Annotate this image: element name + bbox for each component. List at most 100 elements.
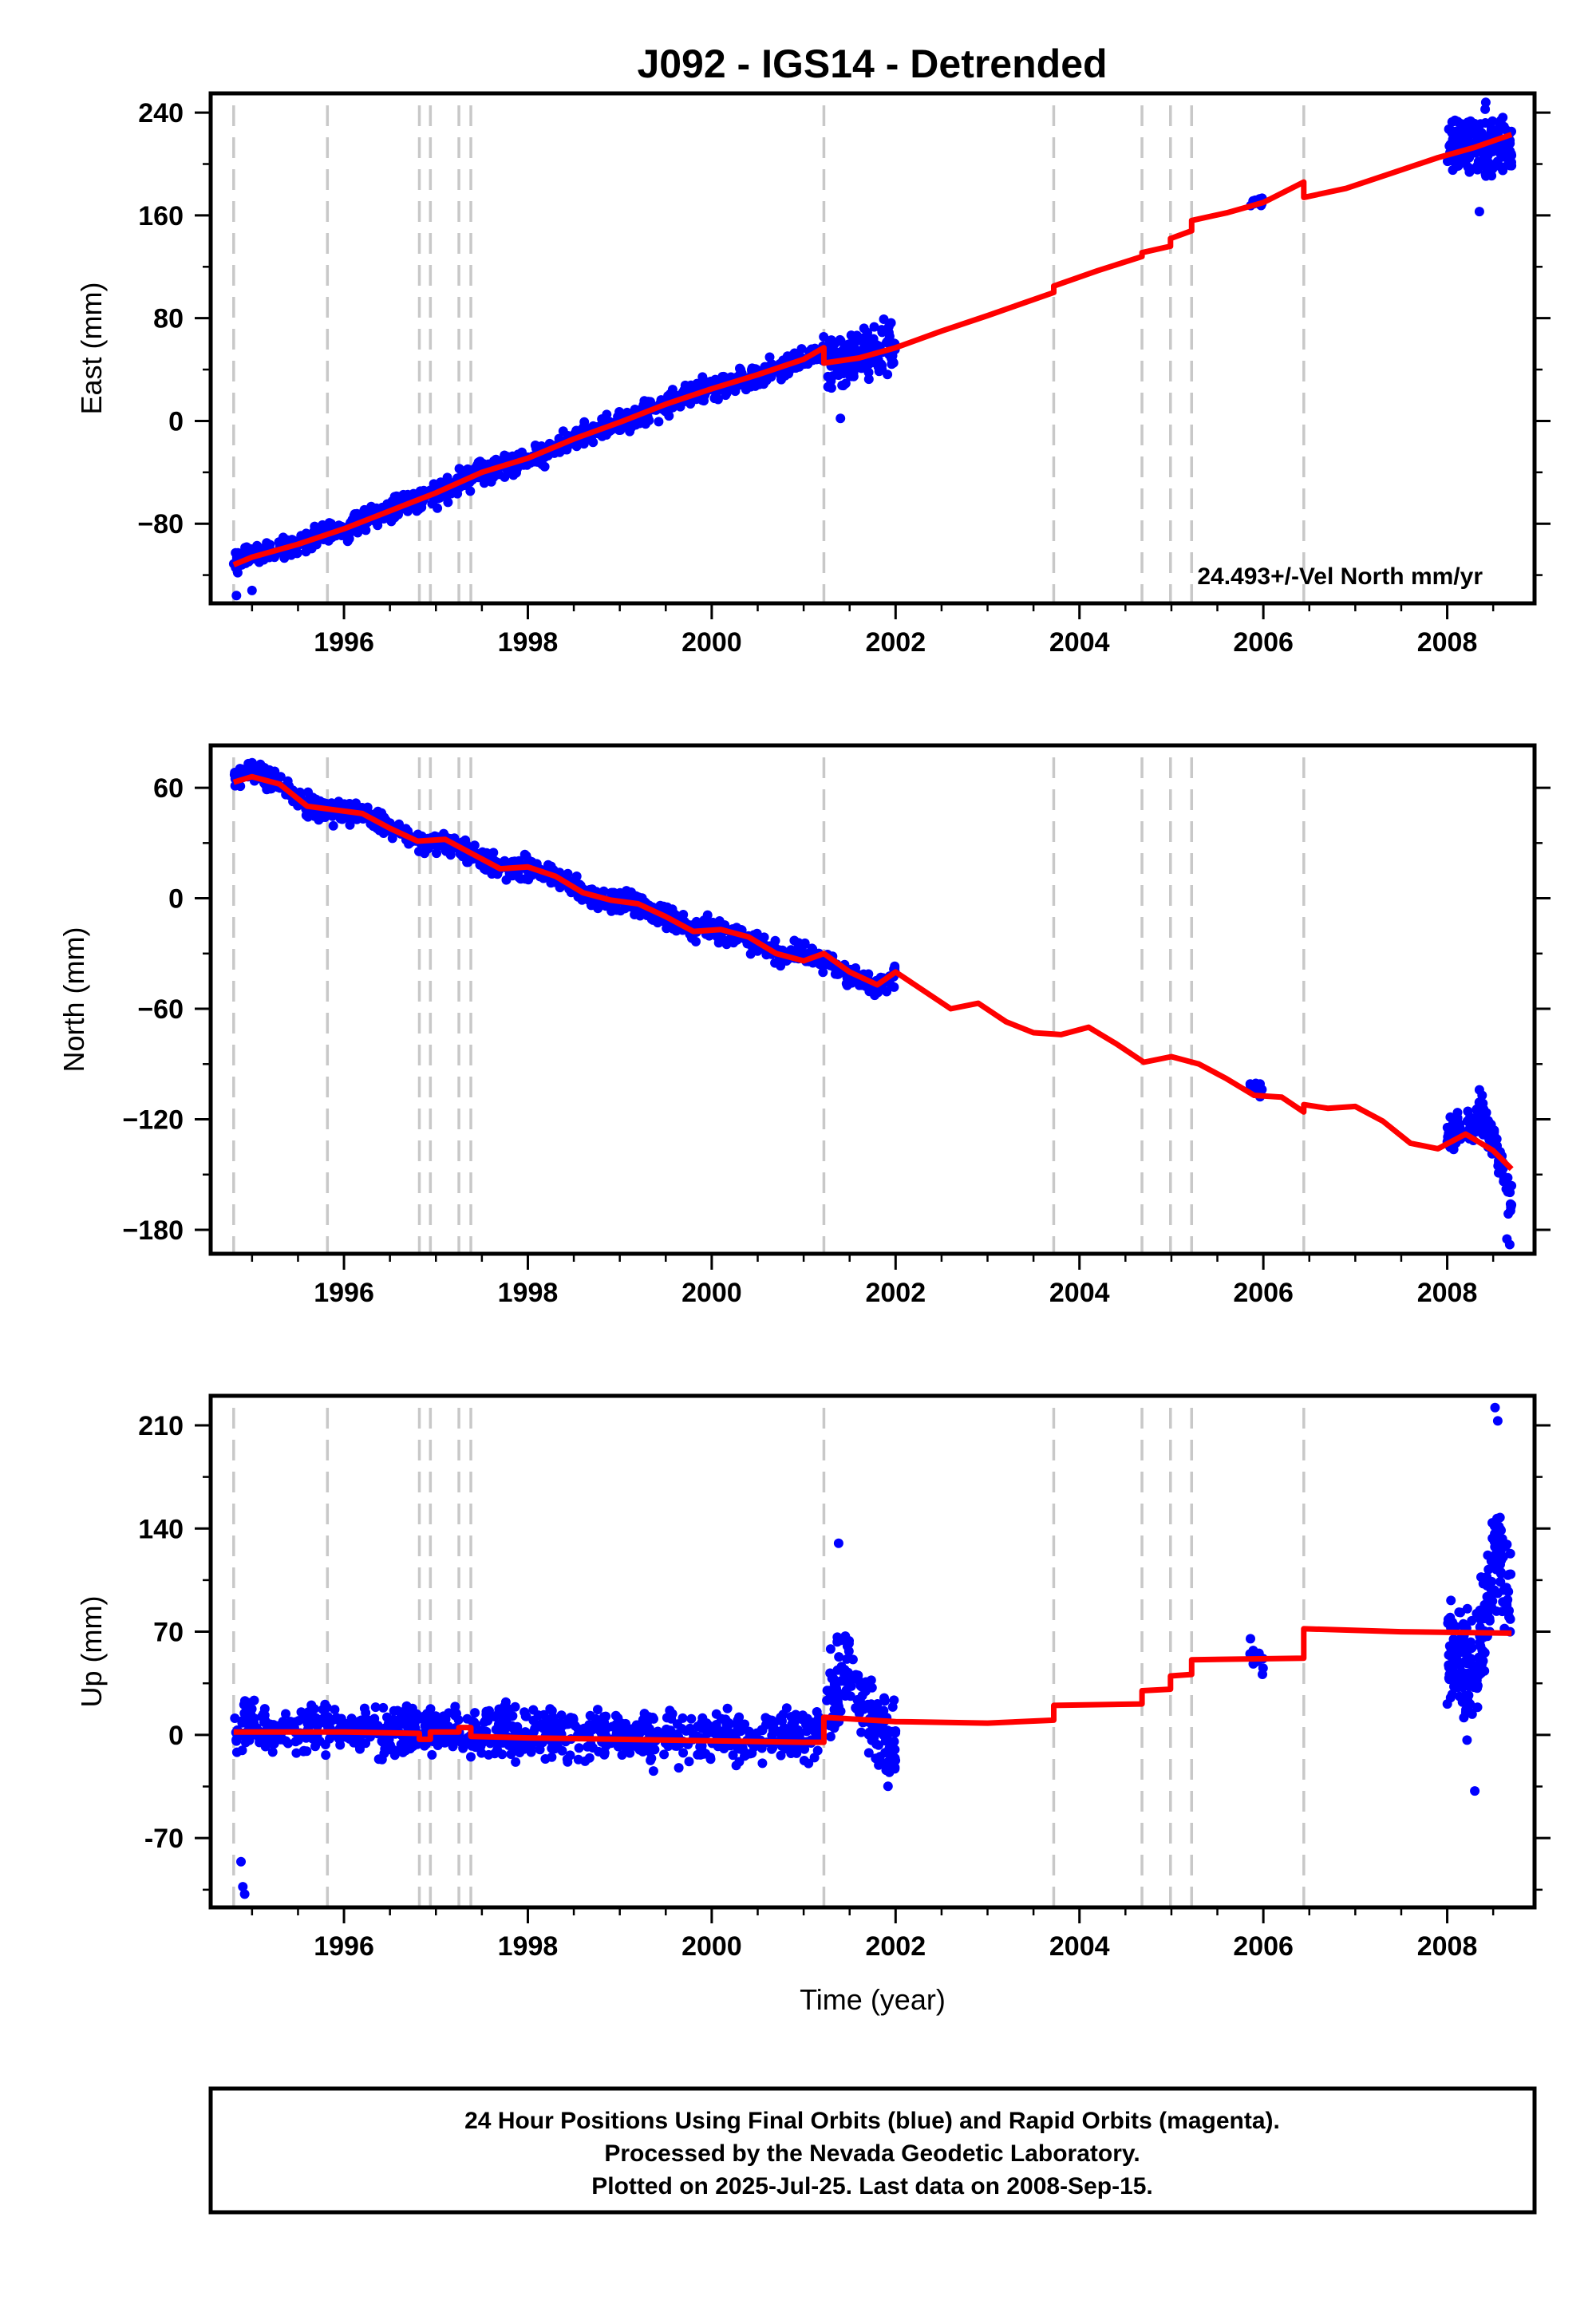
data-point [601, 901, 611, 911]
data-point [497, 1749, 508, 1760]
data-point [326, 1716, 337, 1726]
east-panel: 1996 1998 2000 2002 2004 2006 2008 240 160 80 0 −80… [75, 91, 1551, 658]
y-tick-label: 0 [168, 1721, 184, 1751]
data-point [886, 318, 896, 328]
data-point [721, 390, 731, 401]
data-point [632, 1721, 642, 1730]
data-point [804, 1758, 814, 1769]
data-point [452, 1709, 461, 1719]
data-point [859, 323, 869, 334]
data-point [879, 314, 889, 324]
data-point [556, 1710, 567, 1721]
data-point [1504, 1606, 1514, 1616]
data-point [630, 891, 640, 902]
data-point [1474, 1652, 1484, 1662]
data-point [493, 1719, 504, 1729]
y-tick-label: −60 [137, 994, 184, 1025]
x-tick-label: 2004 [1049, 1931, 1110, 1962]
x-tick-label: 2008 [1417, 1278, 1478, 1308]
data-point [535, 1745, 545, 1755]
data-point [880, 1736, 891, 1746]
data-point [606, 887, 616, 898]
data-point [370, 1702, 381, 1713]
data-point [691, 382, 701, 393]
data-point [244, 1713, 255, 1724]
data-point [1456, 136, 1466, 146]
data-point [1472, 1702, 1483, 1713]
data-point [1460, 152, 1470, 162]
data-point [842, 1654, 852, 1664]
footer-line-3: Plotted on 2025-Jul-25. Last data on 200… [591, 2173, 1153, 2199]
data-point [236, 1856, 246, 1867]
data-point [515, 1748, 525, 1757]
data-point [1454, 1607, 1464, 1618]
data-point [512, 464, 522, 474]
data-point [1454, 127, 1464, 136]
data-point [231, 1747, 242, 1757]
data-point [561, 1719, 571, 1729]
data-point [1452, 1108, 1463, 1118]
data-point [625, 424, 635, 434]
data-point [1487, 116, 1498, 126]
data-point [239, 1696, 250, 1706]
data-point [706, 376, 717, 386]
data-point [511, 1757, 521, 1767]
data-point [299, 1711, 310, 1721]
data-point [1444, 1660, 1454, 1670]
y-tick-label: 160 [138, 201, 184, 231]
y-tick-label: 0 [168, 884, 184, 915]
data-point [1503, 1186, 1513, 1196]
data-point [521, 1711, 531, 1721]
plot-background [211, 1396, 1535, 1907]
data-point [465, 486, 476, 496]
data-point [407, 1714, 417, 1725]
data-point [448, 1741, 458, 1752]
data-point [734, 1744, 745, 1754]
data-point [262, 785, 272, 795]
data-point [1250, 1078, 1261, 1089]
data-point [292, 548, 302, 559]
data-point [836, 413, 846, 424]
data-point [768, 1723, 779, 1733]
data-point [267, 1747, 278, 1757]
data-point [741, 1749, 752, 1760]
data-point [261, 1717, 271, 1727]
data-point [384, 1734, 394, 1745]
data-point [431, 1711, 441, 1721]
data-point [736, 365, 746, 375]
x-tick-label: 2004 [1049, 627, 1110, 658]
data-point [1507, 160, 1517, 171]
data-point [697, 1723, 708, 1733]
data-point [1456, 1647, 1467, 1658]
data-point [489, 1712, 500, 1721]
data-point [254, 765, 264, 776]
data-point [882, 986, 892, 997]
data-point [812, 1730, 822, 1741]
data-point [866, 1675, 876, 1686]
data-point [1483, 1550, 1493, 1560]
data-point [1460, 1707, 1471, 1717]
data-point [500, 450, 510, 460]
data-point [761, 375, 772, 385]
y-tick-label: 80 [153, 304, 184, 334]
footer-line-1: 24 Hour Positions Using Final Orbits (bl… [464, 2108, 1280, 2134]
x-tick-label: 2006 [1233, 1931, 1294, 1962]
data-point [510, 856, 519, 867]
data-point [378, 1702, 389, 1713]
data-point [828, 1695, 838, 1705]
data-point [1246, 1634, 1255, 1644]
data-point [443, 1721, 453, 1732]
x-tick-label: 1996 [314, 627, 374, 658]
model-line [232, 773, 1514, 1172]
data-point [512, 1723, 522, 1733]
x-tick-label: 2000 [681, 627, 742, 658]
data-point [638, 1714, 648, 1725]
chart-title: J092 - IGS14 - Detrended [637, 41, 1107, 86]
data-point [685, 1723, 695, 1733]
data-point [879, 1693, 889, 1703]
data-point [638, 400, 649, 410]
data-point [635, 911, 646, 921]
data-point [1498, 1597, 1508, 1607]
data-point [1501, 1583, 1511, 1593]
footer-box: 24 Hour Positions Using Final Orbits (bl… [208, 2086, 1537, 2215]
